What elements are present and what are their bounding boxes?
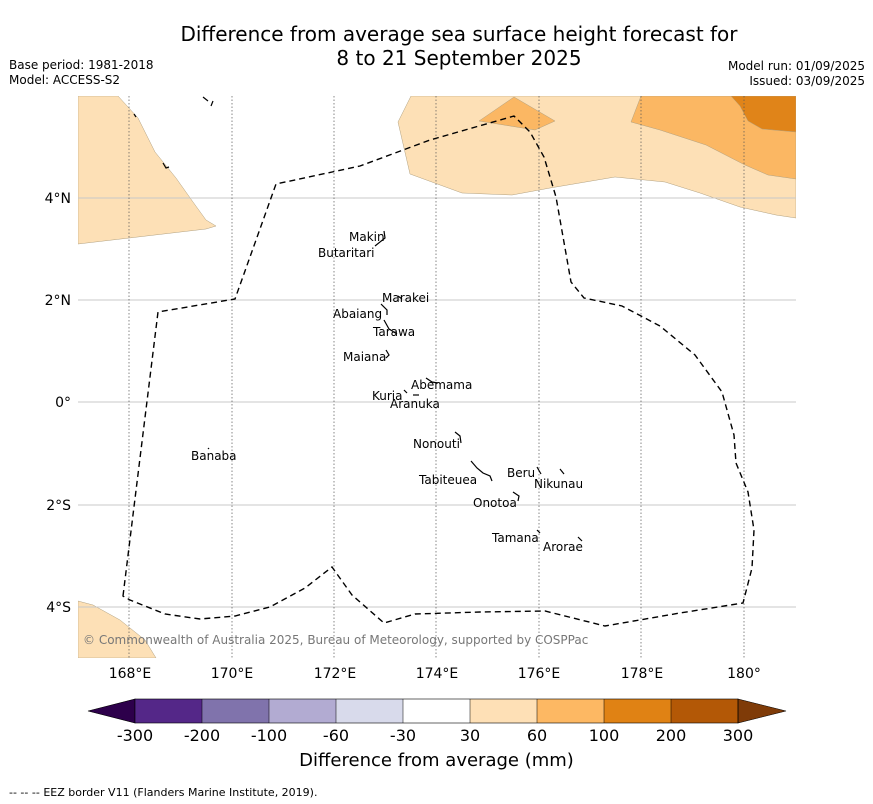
colorbar-segment (537, 699, 604, 723)
island-shape-west (162, 162, 170, 169)
island-shape-makin (374, 230, 386, 247)
lat-label: 4°S (46, 600, 71, 616)
island-shape-onotoa (512, 491, 520, 502)
longitude-labels: 168°E 170°E 172°E 174°E 176°E 178°E 180° (109, 666, 761, 682)
island-label: Marakei (382, 291, 429, 305)
lat-label: 0° (55, 395, 71, 411)
copyright-text: © Commonwealth of Australia 2025, Bureau… (83, 633, 588, 647)
island-label: Makin (349, 230, 385, 244)
colorbar-tick: -300 (117, 726, 153, 745)
island-label: Beru (507, 466, 535, 480)
island-label: Tamana (491, 531, 539, 545)
meta-left: Base period: 1981-2018 Model: ACCESS-S2 (9, 58, 154, 88)
island-labels: Makin Butaritari Marakei Abaiang Tarawa … (191, 230, 583, 554)
colorbar-segment (269, 699, 336, 723)
island-label: Nonouti (413, 437, 460, 451)
colorbar-tick-labels: -300 -200 -100 -60 -30 30 60 100 200 300 (117, 726, 753, 745)
island-shape-tabiteuea (470, 460, 493, 482)
island-label: Kuria (372, 389, 403, 403)
colorbar-segment (671, 699, 738, 723)
island-label: Banaba (191, 449, 237, 463)
island-shape-banaba (207, 447, 210, 450)
island-shape-kuria (403, 389, 408, 394)
island-label: Tarawa (372, 325, 415, 339)
footer-legend: -- -- -- EEZ border V11 (Flanders Marine… (9, 786, 317, 799)
meta-right: Model run: 01/09/2025 Issued: 03/09/2025 (728, 59, 865, 89)
island-shape-beru (536, 466, 542, 475)
island-label: Abaiang (333, 307, 382, 321)
lon-label: 172°E (314, 666, 357, 682)
island-shape-tamana (536, 529, 541, 534)
colorbar: -300 -200 -100 -60 -30 30 60 100 200 300 (87, 698, 787, 745)
base-period: Base period: 1981-2018 (9, 58, 154, 72)
lat-label: 2°S (46, 498, 71, 514)
latitude-labels: 4°N 2°N 0° 2°S 4°S (45, 191, 72, 616)
colorbar-tick: 200 (656, 726, 687, 745)
colorbar-segment (604, 699, 671, 723)
eez-legend-symbol: -- -- -- (9, 786, 40, 799)
island-label: Arorae (543, 540, 583, 554)
title-line-2: 8 to 21 September 2025 (336, 46, 582, 70)
colorbar-tick: 30 (460, 726, 480, 745)
island-shape-abaiang (380, 303, 388, 315)
colorbar-segment (403, 699, 470, 723)
island-shape-maiana (385, 349, 390, 359)
lon-label: 176°E (518, 666, 561, 682)
island-shape-arorae (577, 536, 583, 542)
colorbar-segment (470, 699, 537, 723)
colorbar-left-extension (87, 698, 136, 724)
colorbar-segment (135, 699, 202, 723)
colorbar-tick: -60 (323, 726, 349, 745)
island-shape-nonouti (454, 431, 462, 444)
island-label: Onotoa (473, 496, 517, 510)
lon-label: 170°E (211, 666, 254, 682)
island-label: Nikunau (534, 477, 583, 491)
model-name: Model: ACCESS-S2 (9, 73, 121, 87)
latitude-gridlines (78, 197, 796, 608)
island-label: Abemama (411, 378, 472, 392)
lon-label: 168°E (109, 666, 152, 682)
colorbar-segment (336, 699, 403, 723)
island-label: Butaritari (318, 246, 375, 260)
island-shape-tarawa (383, 319, 398, 335)
lat-label: 4°N (45, 191, 71, 207)
longitude-gridlines (128, 96, 745, 658)
lon-label: 180° (727, 666, 761, 682)
island-shape-abemama (425, 377, 439, 384)
colorbar-tick: 100 (589, 726, 620, 745)
island-label: Aranuka (390, 397, 440, 411)
anomaly-100-200-northeast (730, 96, 796, 133)
lat-label: 2°N (45, 293, 71, 309)
eez-border (122, 115, 755, 627)
colorbar-tick: -200 (184, 726, 220, 745)
lon-label: 174°E (416, 666, 459, 682)
island-shape-nikunau (559, 468, 565, 475)
island-label: Maiana (343, 350, 386, 364)
map-area: Makin Butaritari Marakei Abaiang Tarawa … (78, 96, 796, 658)
colorbar-title: Difference from average (mm) (299, 750, 574, 771)
page-title: Difference from average sea surface heig… (0, 22, 873, 70)
colorbar-tick: 60 (527, 726, 547, 745)
colorbar-segment (202, 699, 269, 723)
island-shape-top-left (133, 113, 137, 118)
title-line-1: Difference from average sea surface heig… (180, 22, 738, 46)
island-shape-top (202, 96, 214, 107)
anomaly-30-60-southwest (78, 600, 157, 658)
model-run: Model run: 01/09/2025 (727, 59, 865, 73)
island-label: Tabiteuea (418, 473, 477, 487)
anomaly-60-100-patch (478, 96, 556, 131)
colorbar-right-extension (737, 698, 787, 724)
island-shape-marakei (397, 295, 403, 300)
colorbar-tick: -100 (251, 726, 287, 745)
issued-date: Issued: 03/09/2025 (749, 74, 865, 88)
island-shapes (133, 96, 583, 542)
colorbar-tick: -30 (390, 726, 416, 745)
lon-label: 178°E (621, 666, 664, 682)
anomaly-30-60-northwest (78, 96, 217, 245)
eez-legend-text: EEZ border V11 (Flanders Marine Institut… (43, 786, 318, 799)
colorbar-tick: 300 (723, 726, 754, 745)
